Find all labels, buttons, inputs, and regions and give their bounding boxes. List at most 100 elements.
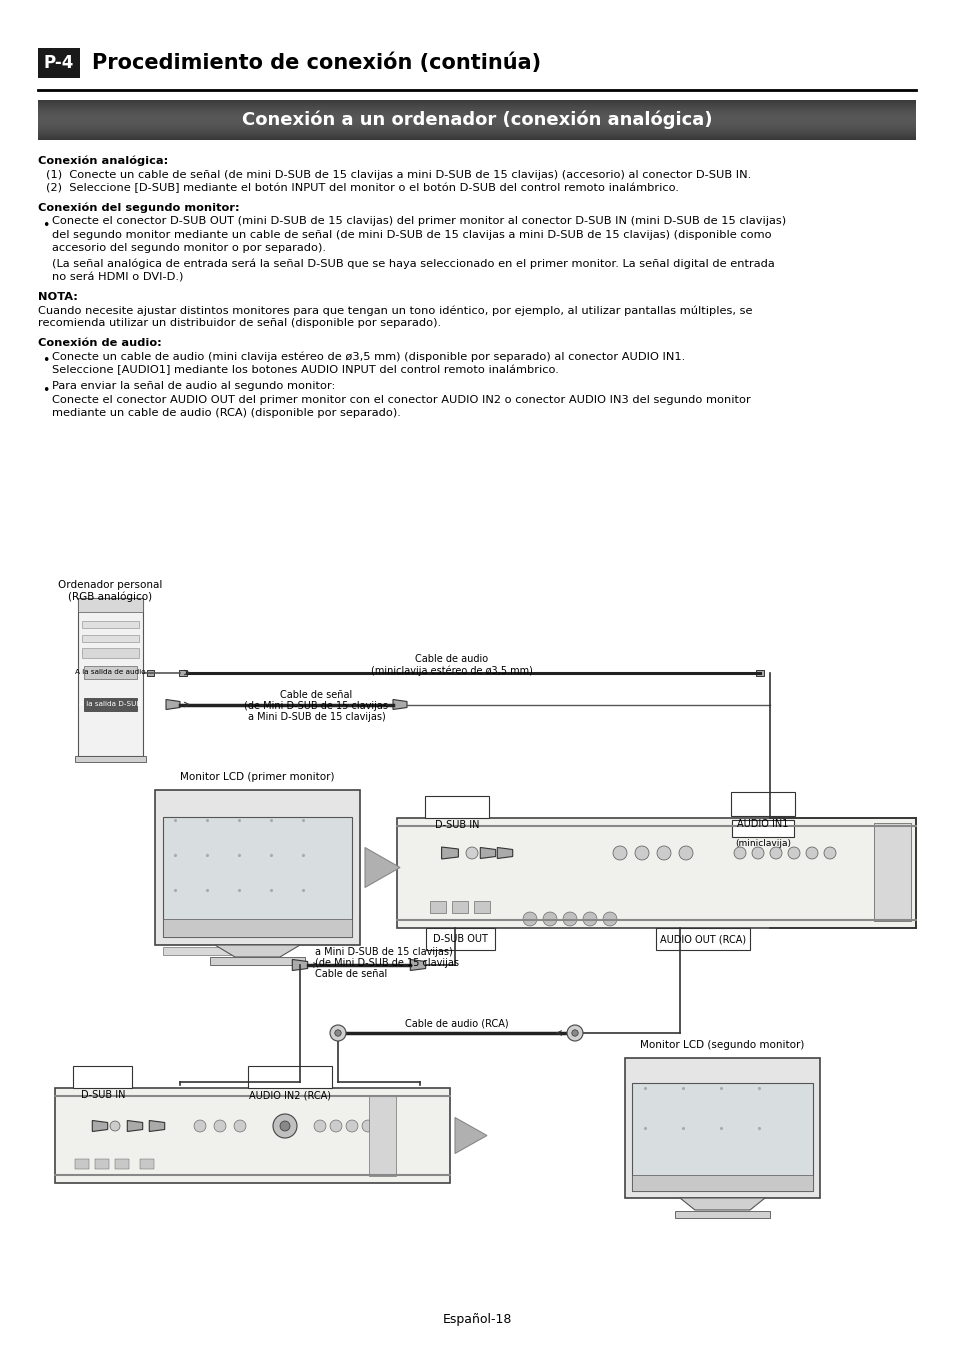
Circle shape xyxy=(769,846,781,859)
Circle shape xyxy=(346,1120,357,1133)
FancyBboxPatch shape xyxy=(248,1066,332,1088)
FancyBboxPatch shape xyxy=(140,1160,153,1169)
Polygon shape xyxy=(393,699,407,710)
Text: (miniclavija): (miniclavija) xyxy=(734,838,790,848)
Text: Conexión analógica:: Conexión analógica: xyxy=(38,155,168,166)
FancyBboxPatch shape xyxy=(148,670,154,675)
Circle shape xyxy=(273,1114,296,1138)
Circle shape xyxy=(733,846,745,859)
Text: del segundo monitor mediante un cable de señal (de mini D-SUB de 15 clavijas a m: del segundo monitor mediante un cable de… xyxy=(52,230,771,239)
FancyBboxPatch shape xyxy=(210,957,305,965)
Circle shape xyxy=(522,913,537,926)
Text: (de Mini D-SUB de 15 clavijas: (de Mini D-SUB de 15 clavijas xyxy=(244,702,388,711)
Polygon shape xyxy=(410,960,425,971)
FancyBboxPatch shape xyxy=(474,900,490,913)
Text: Cable de señal: Cable de señal xyxy=(280,690,353,701)
Circle shape xyxy=(542,913,557,926)
Text: Conexión del segundo monitor:: Conexión del segundo monitor: xyxy=(38,202,239,213)
FancyBboxPatch shape xyxy=(631,1083,812,1191)
Polygon shape xyxy=(679,1197,764,1210)
FancyBboxPatch shape xyxy=(75,1160,89,1169)
Circle shape xyxy=(335,1030,341,1037)
FancyBboxPatch shape xyxy=(163,919,352,937)
Circle shape xyxy=(233,1120,246,1133)
FancyBboxPatch shape xyxy=(154,790,359,945)
Text: AUDIO IN1: AUDIO IN1 xyxy=(737,819,788,829)
Circle shape xyxy=(193,1120,206,1133)
Circle shape xyxy=(280,1120,290,1131)
Text: D-SUB IN: D-SUB IN xyxy=(435,819,478,830)
FancyBboxPatch shape xyxy=(631,1174,812,1191)
Text: (2)  Seleccione [D-SUB] mediante el botón INPUT del monitor o el botón D-SUB del: (2) Seleccione [D-SUB] mediante el botón… xyxy=(46,184,679,193)
FancyBboxPatch shape xyxy=(82,621,139,628)
Circle shape xyxy=(330,1025,346,1041)
FancyBboxPatch shape xyxy=(38,49,80,78)
Polygon shape xyxy=(479,848,496,859)
FancyBboxPatch shape xyxy=(624,1058,820,1197)
Text: •: • xyxy=(42,219,50,232)
Circle shape xyxy=(562,913,577,926)
FancyBboxPatch shape xyxy=(426,927,495,950)
Text: no será HDMI o DVI-D.): no será HDMI o DVI-D.) xyxy=(52,271,183,282)
FancyBboxPatch shape xyxy=(163,946,231,954)
Text: Cuando necesite ajustar distintos monitores para que tengan un tono idéntico, po: Cuando necesite ajustar distintos monito… xyxy=(38,305,752,316)
Text: Para enviar la señal de audio al segundo monitor:: Para enviar la señal de audio al segundo… xyxy=(52,382,335,391)
Circle shape xyxy=(805,846,817,859)
FancyBboxPatch shape xyxy=(163,817,352,937)
FancyBboxPatch shape xyxy=(115,1160,129,1169)
Circle shape xyxy=(566,1025,582,1041)
Text: mediante un cable de audio (RCA) (disponible por separado).: mediante un cable de audio (RCA) (dispon… xyxy=(52,409,400,418)
Text: A la salida D-SUB: A la salida D-SUB xyxy=(79,702,142,707)
Circle shape xyxy=(110,1120,120,1131)
Circle shape xyxy=(787,846,800,859)
Circle shape xyxy=(613,846,626,860)
FancyBboxPatch shape xyxy=(78,598,143,756)
FancyBboxPatch shape xyxy=(430,900,446,913)
Circle shape xyxy=(635,846,648,860)
Circle shape xyxy=(751,846,763,859)
FancyBboxPatch shape xyxy=(84,698,137,711)
Text: (1)  Conecte un cable de señal (de mini D-SUB de 15 clavijas a mini D-SUB de 15 : (1) Conecte un cable de señal (de mini D… xyxy=(46,170,750,180)
FancyBboxPatch shape xyxy=(84,666,137,679)
Text: (miniclavija estéreo de ø3,5 mm): (miniclavija estéreo de ø3,5 mm) xyxy=(370,666,532,676)
Text: Español-18: Español-18 xyxy=(442,1314,511,1327)
FancyBboxPatch shape xyxy=(873,824,910,921)
Text: (La señal analógica de entrada será la señal D-SUB que se haya seleccionado en e: (La señal analógica de entrada será la s… xyxy=(52,258,774,269)
FancyBboxPatch shape xyxy=(78,598,143,612)
FancyBboxPatch shape xyxy=(656,927,749,950)
FancyBboxPatch shape xyxy=(731,819,793,837)
FancyBboxPatch shape xyxy=(95,1160,109,1169)
Text: Conexión a un ordenador (conexión analógica): Conexión a un ordenador (conexión analóg… xyxy=(241,111,712,130)
Polygon shape xyxy=(497,848,512,859)
Circle shape xyxy=(679,846,692,860)
FancyBboxPatch shape xyxy=(675,1211,769,1218)
Circle shape xyxy=(602,913,617,926)
FancyBboxPatch shape xyxy=(424,796,489,818)
FancyBboxPatch shape xyxy=(396,818,915,927)
Text: Conecte el conector AUDIO OUT del primer monitor con el conector AUDIO IN2 o con: Conecte el conector AUDIO OUT del primer… xyxy=(52,396,750,405)
Circle shape xyxy=(213,1120,226,1133)
Circle shape xyxy=(582,913,597,926)
Text: AUDIO OUT (RCA): AUDIO OUT (RCA) xyxy=(659,934,745,944)
Text: Conecte el conector D-SUB OUT (mini D-SUB de 15 clavijas) del primer monitor al : Conecte el conector D-SUB OUT (mini D-SU… xyxy=(52,216,785,225)
Polygon shape xyxy=(292,960,308,971)
Text: •: • xyxy=(42,355,50,367)
Circle shape xyxy=(571,1030,578,1037)
Text: D-SUB OUT: D-SUB OUT xyxy=(432,934,487,944)
FancyBboxPatch shape xyxy=(179,670,187,675)
Text: (RGB analógico): (RGB analógico) xyxy=(69,591,152,602)
Polygon shape xyxy=(441,846,458,859)
Circle shape xyxy=(361,1120,374,1133)
FancyBboxPatch shape xyxy=(369,1095,395,1176)
Text: Cable de audio: Cable de audio xyxy=(415,655,488,664)
Circle shape xyxy=(823,846,835,859)
Circle shape xyxy=(657,846,670,860)
FancyBboxPatch shape xyxy=(755,670,763,675)
Circle shape xyxy=(314,1120,326,1133)
Text: Conecte un cable de audio (mini clavija estéreo de ø3,5 mm) (disponible por sepa: Conecte un cable de audio (mini clavija … xyxy=(52,351,684,362)
FancyBboxPatch shape xyxy=(55,1088,450,1183)
Text: recomienda utilizar un distribuidor de señal (disponible por separado).: recomienda utilizar un distribuidor de s… xyxy=(38,319,440,328)
FancyBboxPatch shape xyxy=(82,634,139,643)
Text: Ordenador personal: Ordenador personal xyxy=(58,580,163,590)
Text: a Mini D-SUB de 15 clavijas): a Mini D-SUB de 15 clavijas) xyxy=(248,713,385,722)
